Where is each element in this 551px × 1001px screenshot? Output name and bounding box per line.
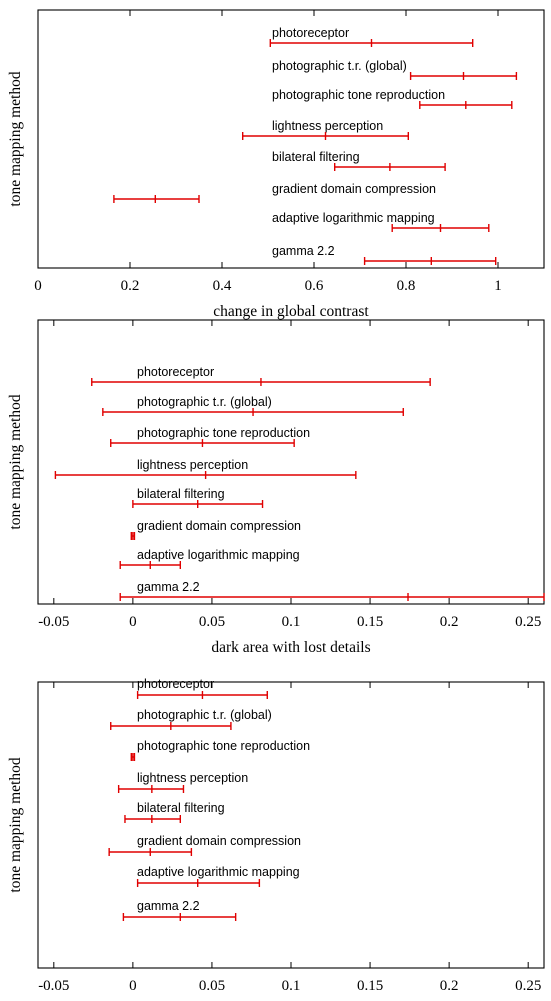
method-label: bilateral filtering — [137, 487, 225, 501]
x-tick-label: 0 — [34, 278, 42, 294]
x-tick-label: 1 — [494, 278, 502, 294]
x-tick-label: 0.2 — [121, 278, 140, 294]
x-tick-label: -0.05 — [38, 978, 69, 994]
x-tick-label: 0.25 — [515, 614, 541, 630]
x-tick-label: 0.25 — [515, 978, 541, 994]
x-tick-label: 0 — [129, 614, 137, 630]
method-label: adaptive logarithmic mapping — [137, 548, 300, 562]
y-axis-title: tone mapping method — [7, 394, 24, 529]
method-label: photographic t.r. (global) — [137, 395, 272, 409]
x-tick-label: 0.05 — [199, 978, 225, 994]
method-label: photoreceptor — [137, 365, 214, 379]
method-label: photographic t.r. (global) — [137, 708, 272, 722]
x-tick-label: 0.1 — [282, 978, 301, 994]
method-label: photographic tone reproduction — [137, 739, 310, 753]
x-axis-title: change in global contrast — [213, 303, 369, 320]
y-axis-title: tone mapping method — [7, 757, 24, 892]
method-label: photoreceptor — [137, 677, 214, 691]
x-tick-label: 0 — [129, 978, 137, 994]
method-label: gamma 2.2 — [272, 244, 335, 258]
method-label: photographic t.r. (global) — [272, 59, 407, 73]
method-label: gamma 2.2 — [137, 580, 200, 594]
plot-frame — [37, 681, 545, 969]
x-axis-title: dark area with lost details — [211, 639, 370, 656]
method-label: photoreceptor — [272, 26, 349, 40]
plot-frame — [37, 9, 545, 269]
method-label: adaptive logarithmic mapping — [272, 211, 435, 225]
x-tick-label: 0.2 — [440, 978, 459, 994]
x-tick-label: 0.1 — [282, 614, 301, 630]
method-label: lightness perception — [272, 119, 383, 133]
method-label: photographic tone reproduction — [137, 426, 310, 440]
method-label: lightness perception — [137, 458, 248, 472]
x-tick-label: 0.15 — [357, 614, 383, 630]
method-label: gradient domain compression — [272, 182, 436, 196]
method-label: bilateral filtering — [137, 801, 225, 815]
method-label: photographic tone reproduction — [272, 88, 445, 102]
x-tick-label: 0.15 — [357, 978, 383, 994]
method-label: adaptive logarithmic mapping — [137, 865, 300, 879]
method-label: gradient domain compression — [137, 834, 301, 848]
method-label: gamma 2.2 — [137, 899, 200, 913]
method-label: lightness perception — [137, 771, 248, 785]
y-axis-title: tone mapping method — [7, 71, 24, 206]
x-tick-label: 0.2 — [440, 614, 459, 630]
x-tick-label: 0.8 — [397, 278, 416, 294]
x-tick-label: 0.6 — [305, 278, 324, 294]
method-label: bilateral filtering — [272, 150, 360, 164]
method-label: gradient domain compression — [137, 519, 301, 533]
x-tick-label: 0.05 — [199, 614, 225, 630]
x-tick-label: -0.05 — [38, 614, 69, 630]
x-tick-label: 0.4 — [213, 278, 232, 294]
